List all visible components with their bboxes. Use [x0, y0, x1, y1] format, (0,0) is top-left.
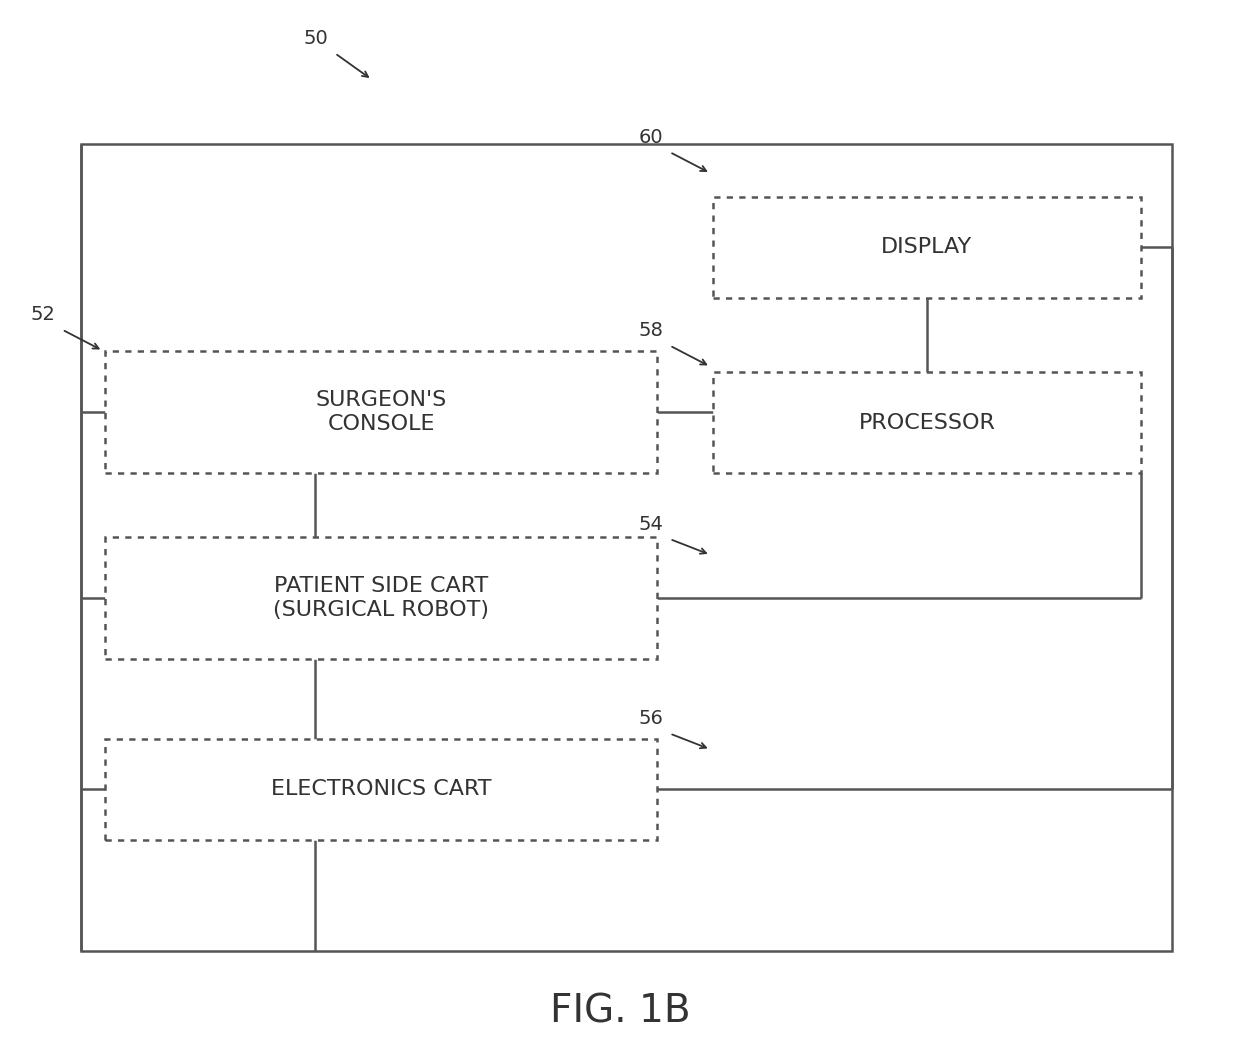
Bar [105, 739, 657, 840]
Bar [81, 144, 1172, 951]
Text: 50: 50 [304, 29, 329, 48]
Text: 58: 58 [639, 321, 663, 340]
Bar [713, 372, 1141, 473]
Text: PATIENT SIDE CART
(SURGICAL ROBOT): PATIENT SIDE CART (SURGICAL ROBOT) [273, 576, 490, 620]
Text: 54: 54 [639, 514, 663, 534]
Text: FIG. 1B: FIG. 1B [549, 993, 691, 1031]
Text: SURGEON'S
CONSOLE: SURGEON'S CONSOLE [316, 390, 446, 434]
Bar [713, 197, 1141, 298]
Text: ELECTRONICS CART: ELECTRONICS CART [272, 779, 491, 799]
Text: DISPLAY: DISPLAY [882, 237, 972, 257]
Text: 56: 56 [639, 709, 663, 728]
Text: 52: 52 [31, 305, 56, 324]
Bar [105, 537, 657, 659]
Bar [105, 351, 657, 473]
Text: PROCESSOR: PROCESSOR [858, 412, 996, 433]
Text: 60: 60 [639, 128, 663, 147]
